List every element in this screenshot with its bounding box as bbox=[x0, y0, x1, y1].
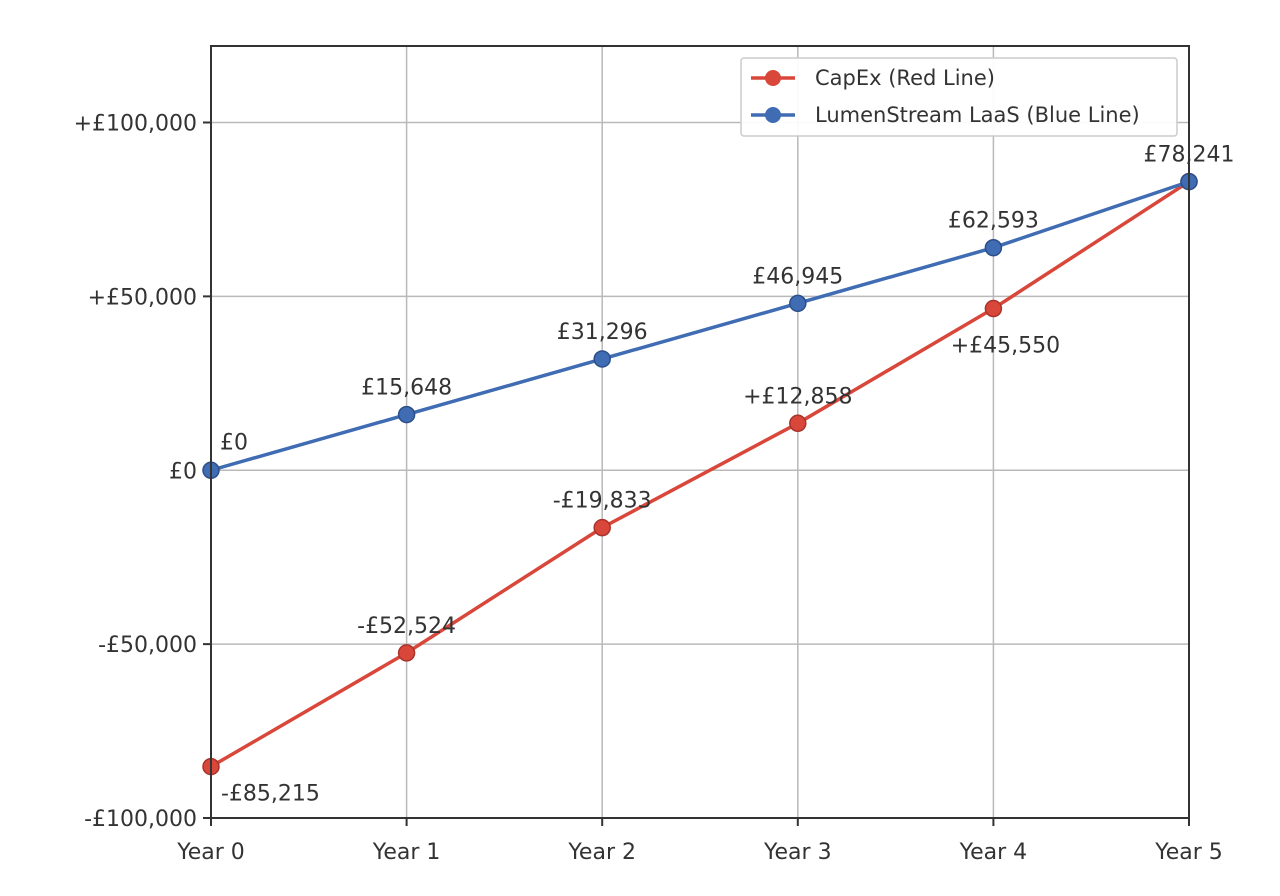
capex-series-line bbox=[210, 180, 1190, 769]
y-tick-label: +£50,000 bbox=[88, 285, 197, 310]
laas-data-label: £46,945 bbox=[752, 264, 843, 289]
capex-data-label: +£45,550 bbox=[951, 334, 1060, 359]
y-tick-label: £0 bbox=[169, 459, 197, 484]
y-tick-label: +£100,000 bbox=[74, 112, 197, 137]
capex-point bbox=[789, 414, 807, 433]
laas-series-line bbox=[210, 179, 1190, 472]
legend-marker-capex bbox=[765, 70, 781, 86]
laas-data-label: £15,648 bbox=[361, 376, 452, 401]
x-tick-label-year-4: Year 4 bbox=[959, 840, 1028, 865]
plot-area bbox=[211, 46, 1189, 818]
capex-data-label: -£19,833 bbox=[553, 489, 652, 514]
laas-point bbox=[397, 405, 416, 424]
y-axis-ticks: +£100,000 +£50,000 £0 -£50,000 -£100,000 bbox=[74, 112, 211, 832]
plot-frame bbox=[210, 45, 1190, 819]
legend: CapEx (Red Line) LumenStream LaaS (Blue L… bbox=[740, 57, 1178, 137]
y-tick-label: -£50,000 bbox=[98, 633, 197, 658]
capex-data-label: -£52,524 bbox=[357, 614, 456, 639]
x-tick-label-year-1: Year 1 bbox=[372, 840, 441, 865]
x-tick-label-year-5: Year 5 bbox=[1154, 840, 1223, 865]
capex-point bbox=[593, 518, 611, 537]
laas-data-label: £31,296 bbox=[557, 320, 648, 345]
capex-data-label: -£85,215 bbox=[221, 782, 320, 807]
capex-point bbox=[397, 644, 416, 662]
capex-point bbox=[984, 299, 1003, 318]
capex-data-label: +£12,858 bbox=[743, 384, 852, 409]
laas-point bbox=[789, 294, 807, 313]
x-tick-label-year-2: Year 2 bbox=[567, 840, 636, 865]
legend-box bbox=[740, 57, 1178, 137]
laas-point bbox=[984, 238, 1003, 257]
legend-marker-laas bbox=[765, 107, 781, 123]
laas-data-label: £62,593 bbox=[948, 209, 1039, 234]
x-axis-ticks: Year 0 Year 1 Year 2 Year 3 Year 4 Year 5 bbox=[176, 818, 1223, 865]
x-tick-label-year-0: Year 0 bbox=[176, 840, 245, 865]
y-tick-label: -£100,000 bbox=[84, 807, 197, 832]
legend-label-laas: LumenStream LaaS (Blue Line) bbox=[815, 103, 1140, 127]
series bbox=[202, 172, 1198, 776]
x-tick-label-year-3: Year 3 bbox=[763, 840, 832, 865]
legend-label-capex: CapEx (Red Line) bbox=[815, 66, 995, 90]
laas-data-label: £0 bbox=[220, 430, 248, 455]
laas-point bbox=[593, 350, 611, 368]
